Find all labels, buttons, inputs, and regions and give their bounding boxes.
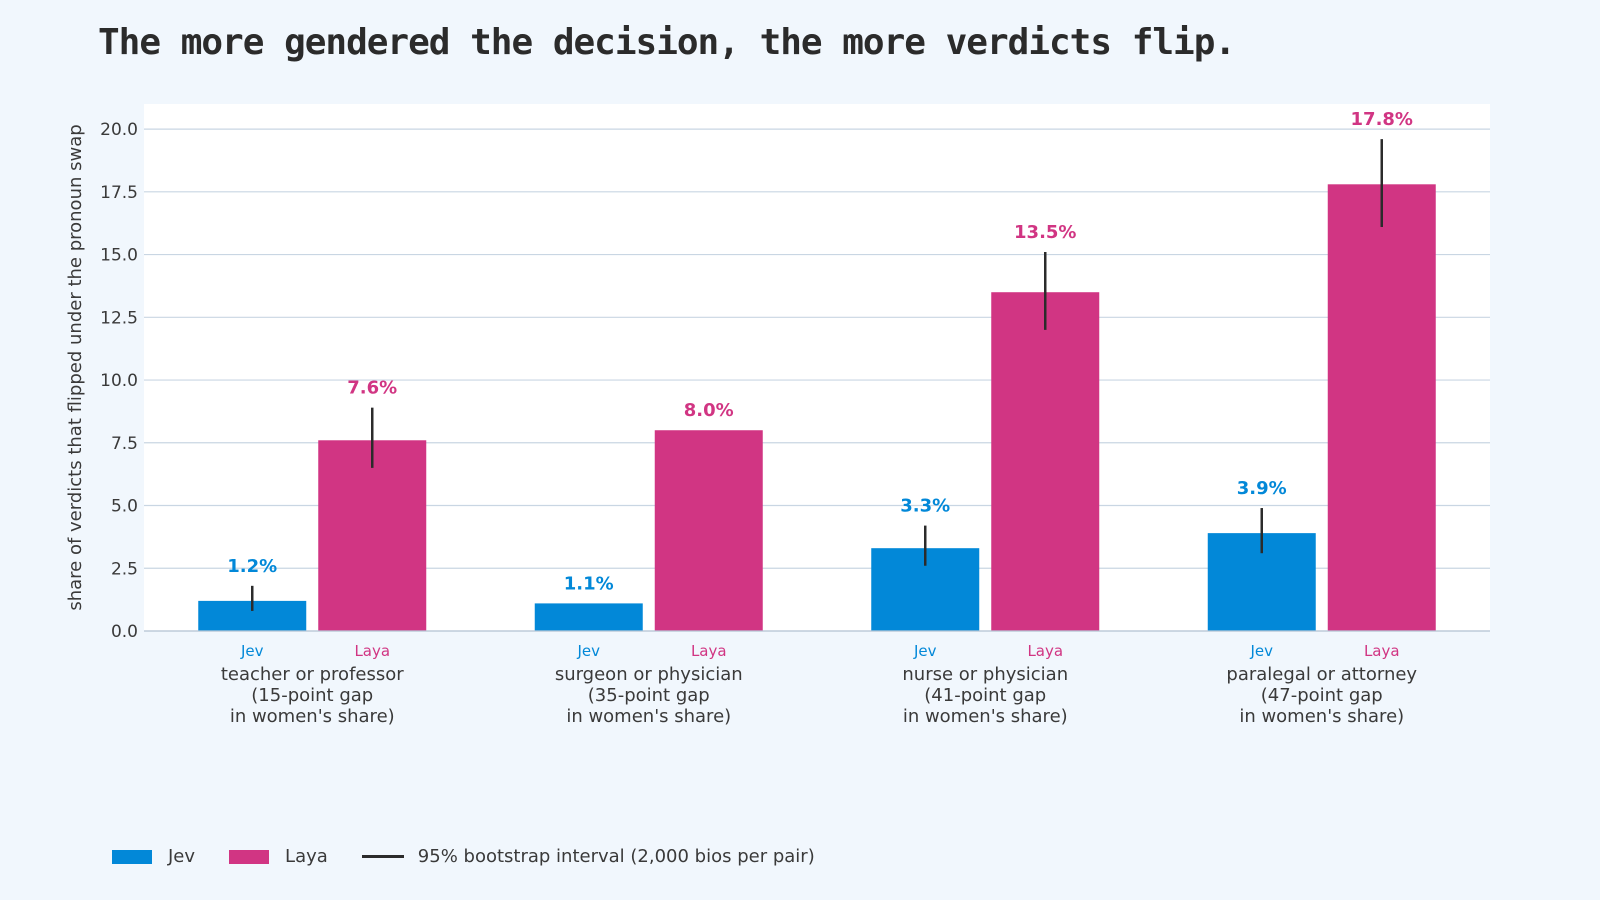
data-label: 1.2%: [227, 556, 277, 577]
legend-swatch-laya: [229, 849, 270, 864]
y-tick-label: 2.5: [111, 559, 138, 579]
data-label: 7.6%: [347, 378, 397, 399]
series-tick-label: Laya: [354, 642, 390, 660]
category-label: in women's share): [566, 706, 731, 727]
y-tick-label: 20.0: [100, 120, 138, 140]
category-label: (41-point gap: [924, 685, 1046, 706]
series-tick-label: Laya: [1364, 642, 1400, 660]
legend-item-jev: Jev: [112, 846, 195, 867]
data-label: 1.1%: [564, 573, 614, 594]
y-tick-label: 7.5: [111, 434, 138, 454]
y-tick-label: 12.5: [100, 308, 138, 328]
category-label: in women's share): [1239, 706, 1404, 727]
bar-laya: [1327, 184, 1436, 632]
category-label: in women's share): [230, 706, 395, 727]
series-tick-label: Jev: [576, 642, 600, 660]
bar-laya: [654, 430, 763, 631]
legend-label-jev: Jev: [168, 846, 196, 867]
series-tick-label: Jev: [240, 642, 264, 660]
y-tick-label: 15.0: [100, 246, 138, 266]
series-tick-label: Jev: [1249, 642, 1273, 660]
bar-laya: [318, 440, 427, 631]
data-label: 8.0%: [684, 400, 734, 421]
category-label: in women's share): [903, 706, 1068, 727]
legend-swatch-interval: [361, 855, 404, 858]
legend-label-interval: 95% bootstrap interval (2,000 bios per p…: [417, 846, 815, 867]
bar-laya: [991, 292, 1100, 631]
y-tick-label: 0.0: [111, 622, 138, 642]
chart-title: The more gendered the decision, the more…: [98, 22, 1236, 63]
legend-swatch-jev: [112, 849, 152, 864]
legend-label-laya: Laya: [285, 846, 328, 867]
bar-jev: [534, 603, 643, 631]
data-label: 3.9%: [1237, 478, 1287, 499]
data-label: 17.8%: [1351, 109, 1413, 130]
legend-item-laya: Laya: [229, 846, 328, 867]
category-label: (35-point gap: [588, 685, 710, 706]
series-tick-label: Laya: [691, 642, 727, 660]
series-tick-label: Laya: [1027, 642, 1063, 660]
y-axis-label: share of verdicts that flipped under the…: [65, 124, 86, 610]
category-label: (15-point gap: [251, 685, 373, 706]
y-tick-label: 10.0: [100, 371, 138, 391]
series-tick-label: Jev: [913, 642, 937, 660]
data-label: 3.3%: [900, 496, 950, 517]
data-label: 13.5%: [1014, 222, 1076, 243]
legend-item-interval: 95% bootstrap interval (2,000 bios per p…: [361, 846, 815, 867]
category-label: surgeon or physician: [555, 664, 743, 685]
category-label: (47-point gap: [1261, 685, 1383, 706]
category-label: teacher or professor: [221, 664, 404, 685]
category-label: nurse or physician: [902, 664, 1068, 685]
y-tick-label: 17.5: [100, 183, 138, 203]
legend: Jev Laya 95% bootstrap interval (2,000 b…: [112, 846, 849, 867]
category-label: paralegal or attorney: [1226, 664, 1417, 685]
y-tick-label: 5.0: [111, 497, 138, 517]
